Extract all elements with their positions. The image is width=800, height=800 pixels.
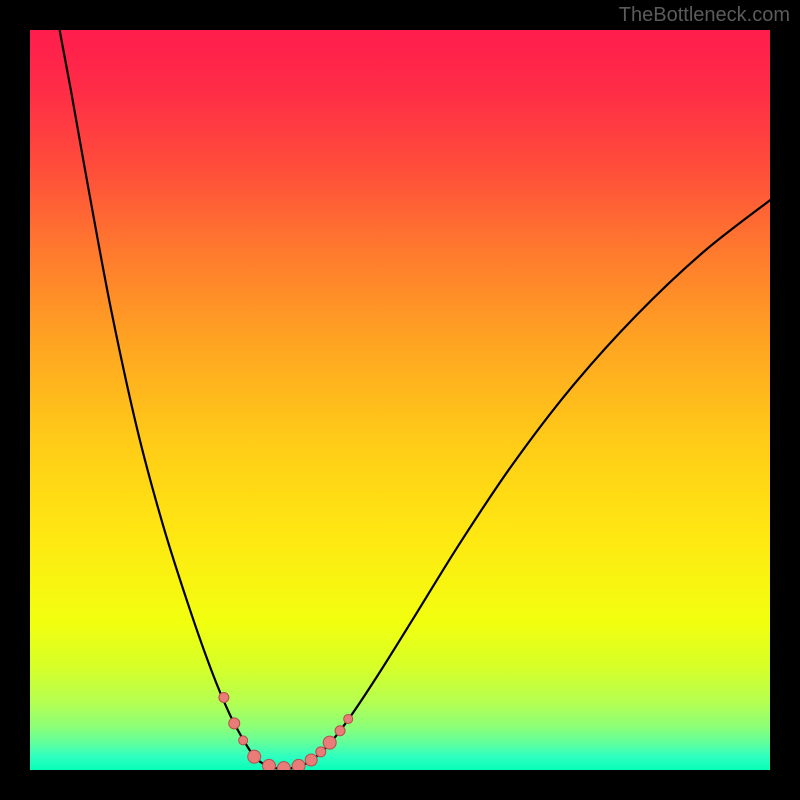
data-marker [305, 754, 317, 766]
data-marker [316, 747, 326, 757]
chart-stage: TheBottleneck.com [0, 0, 800, 800]
data-marker [344, 714, 353, 723]
data-marker [335, 726, 345, 736]
data-marker [239, 736, 248, 745]
bottleneck-chart [0, 0, 800, 800]
data-marker [323, 736, 336, 749]
data-marker [229, 718, 240, 729]
watermark-text: TheBottleneck.com [619, 4, 790, 27]
data-marker [219, 692, 229, 702]
data-marker [248, 750, 261, 763]
gradient-background [30, 30, 770, 770]
